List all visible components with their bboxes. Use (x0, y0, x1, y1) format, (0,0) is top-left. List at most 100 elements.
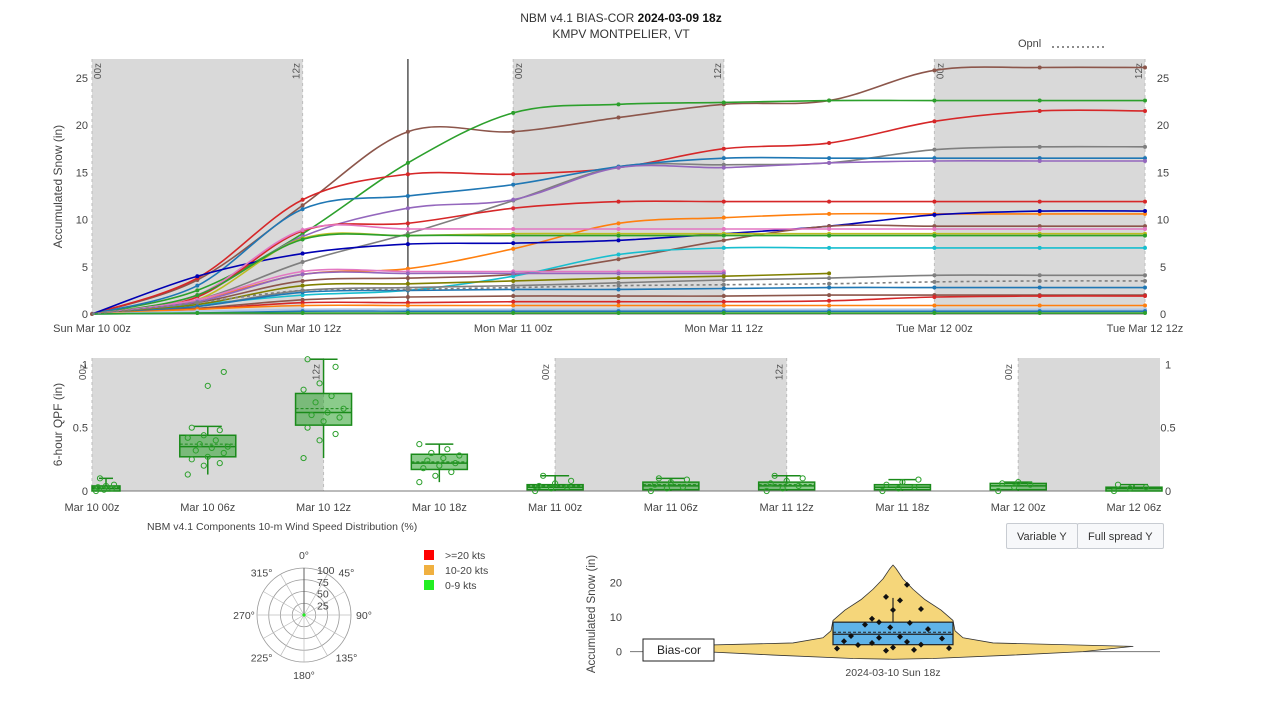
title-prefix: NBM v4.1 BIAS-COR (520, 11, 635, 25)
qpf-member-point (428, 449, 435, 457)
snow-series-point (405, 129, 410, 134)
snow-series-point (405, 276, 410, 281)
snow-series-point (932, 98, 937, 103)
qpf-x-tick: Mar 11 06z (644, 502, 698, 514)
polar-angle-label: 135° (336, 652, 358, 664)
snow-series-point (195, 288, 200, 293)
snow-series-point (1037, 285, 1042, 290)
qpf-shade-label: 12z (775, 364, 786, 380)
full-spread-y-button[interactable]: Full spread Y (1077, 523, 1164, 549)
snow-series-point (616, 233, 621, 238)
qpf-member-point (895, 485, 902, 492)
snow-series-point (1037, 144, 1042, 149)
polar-spoke (303, 614, 345, 639)
violin-member-point (911, 646, 917, 653)
snow-violin-chart[interactable]: 0 10 20 Accumulated Snow (in) Bias-cor 2024-0… (586, 555, 1160, 679)
variable-y-button[interactable]: Variable Y (1006, 523, 1078, 549)
qpf-member-point (216, 427, 223, 434)
snow-series-point (721, 100, 726, 105)
qpf-member-point (799, 475, 806, 482)
qpf-member-point (568, 477, 575, 484)
snow-series-point (300, 283, 305, 288)
violin-member-point (946, 645, 952, 652)
qpf-member-point (883, 481, 890, 488)
qpf-member-point (184, 471, 191, 478)
snow-series-point (1143, 273, 1147, 278)
qpf-member-point (655, 475, 662, 482)
violin-annotation-label: Bias-cor (657, 643, 701, 657)
snow-series-point (827, 311, 832, 316)
snow-series-point (405, 206, 410, 211)
snow-y-tick-right: 5 (1160, 262, 1166, 274)
snow-series-point (616, 257, 621, 262)
snow-series-point (827, 227, 832, 231)
violin-member-point (841, 638, 847, 645)
chart-title: NBM v4.1 BIAS-COR 2024-03-09 18z (0, 11, 1242, 25)
snow-series-point (405, 160, 410, 165)
snow-series-point (932, 68, 937, 73)
snow-x-tick: Mon Mar 11 12z (684, 323, 763, 335)
snow-series-point (195, 311, 200, 316)
snow-x-tick: Sun Mar 10 12z (264, 323, 342, 335)
snow-x-tick: Tue Mar 12 12z (1107, 323, 1184, 335)
qpf-shade-label: 00z (78, 364, 89, 380)
snow-series-point (300, 269, 305, 274)
snow-series-point (511, 233, 516, 238)
qpf-x-tick: Mar 11 18z (875, 502, 929, 514)
qpf-member-point (651, 481, 658, 488)
qpf-member-point (316, 437, 323, 444)
qpf-member-point (995, 487, 1002, 495)
snow-series-line-16 (91, 272, 830, 315)
snow-shade-label: 12z (292, 63, 303, 79)
snow-series-point (721, 274, 726, 279)
qpf-member-point (1110, 487, 1118, 495)
snow-series-point (300, 278, 305, 283)
snow-series-point (511, 278, 516, 283)
qpf-member-point (1114, 481, 1122, 488)
snow-series-point (405, 287, 410, 292)
snow-series-point (405, 300, 410, 305)
qpf-member-point (432, 472, 439, 479)
violin-member-point (939, 635, 945, 642)
qpf-y-axis-label: 6-hour QPF (in) (51, 383, 65, 466)
snow-series-point (932, 279, 937, 284)
snow-y-tick-right: 0 (1160, 309, 1166, 321)
qpf-member-point (532, 487, 539, 495)
polar-angle-label: 45° (338, 568, 354, 580)
snow-series-point (405, 221, 410, 226)
qpf-member-point (552, 480, 559, 487)
accumulated-snow-chart[interactable]: 00z 12z 00z 12z 00z 12z 0 0 5 5 10 10 15 15 20 20 25 25 Su… (51, 59, 1183, 335)
opnl-legend[interactable]: Opnl (1018, 38, 1105, 50)
snow-series-point (1143, 285, 1147, 290)
snow-series-point (616, 294, 621, 299)
snow-series-point (827, 160, 832, 165)
qpf-member-point (452, 460, 459, 467)
qpf-boxplot-chart[interactable]: 00z 12z 00z 12z 00z 0 0 0.5 0.5 1 1 Mar 10 00z Mar 1… (51, 356, 1176, 514)
qpf-member-point (304, 424, 311, 431)
snow-series-point (932, 159, 937, 163)
qpf-member-point (200, 462, 207, 469)
snow-series-point (616, 115, 621, 120)
violin-y-tick: 10 (610, 612, 622, 624)
snow-series-point (616, 199, 621, 204)
snow-series-point (511, 303, 516, 308)
snow-series-point (616, 299, 621, 304)
qpf-y-tick-left: 1 (82, 359, 88, 371)
snow-series-point (1143, 65, 1147, 70)
snow-series-point (721, 271, 726, 276)
qpf-member-point (320, 418, 327, 425)
qpf-member-point (300, 386, 307, 393)
qpf-x-tick: Mar 10 12z (296, 502, 351, 514)
snow-series-point (1037, 224, 1042, 229)
snow-shade-label: 00z (93, 63, 104, 79)
snow-series-point (616, 165, 621, 170)
snow-series-point (827, 293, 832, 298)
snow-series-point (300, 300, 305, 305)
snow-series-point (616, 271, 621, 276)
qpf-member-point (779, 485, 786, 492)
polar-spoke (303, 614, 328, 656)
qpf-member-point (324, 409, 331, 416)
snow-series-point (300, 303, 305, 308)
